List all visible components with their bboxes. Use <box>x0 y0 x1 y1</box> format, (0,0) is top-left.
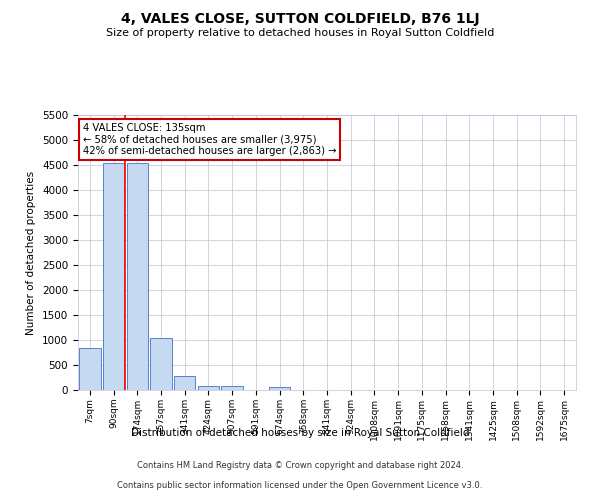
Text: Distribution of detached houses by size in Royal Sutton Coldfield: Distribution of detached houses by size … <box>131 428 469 438</box>
Bar <box>79 348 101 390</box>
Text: Size of property relative to detached houses in Royal Sutton Coldfield: Size of property relative to detached ho… <box>106 28 494 38</box>
Bar <box>127 162 148 390</box>
Text: 4 VALES CLOSE: 135sqm
← 58% of detached houses are smaller (3,975)
42% of semi-d: 4 VALES CLOSE: 135sqm ← 58% of detached … <box>83 123 337 156</box>
Bar <box>151 338 172 390</box>
Text: Contains public sector information licensed under the Open Government Licence v3: Contains public sector information licen… <box>118 481 482 490</box>
Bar <box>221 386 243 390</box>
Bar <box>174 376 196 390</box>
Text: 4, VALES CLOSE, SUTTON COLDFIELD, B76 1LJ: 4, VALES CLOSE, SUTTON COLDFIELD, B76 1L… <box>121 12 479 26</box>
Y-axis label: Number of detached properties: Number of detached properties <box>26 170 37 334</box>
Bar <box>103 162 124 390</box>
Bar <box>269 387 290 390</box>
Text: Contains HM Land Registry data © Crown copyright and database right 2024.: Contains HM Land Registry data © Crown c… <box>137 461 463 470</box>
Bar <box>198 386 219 390</box>
